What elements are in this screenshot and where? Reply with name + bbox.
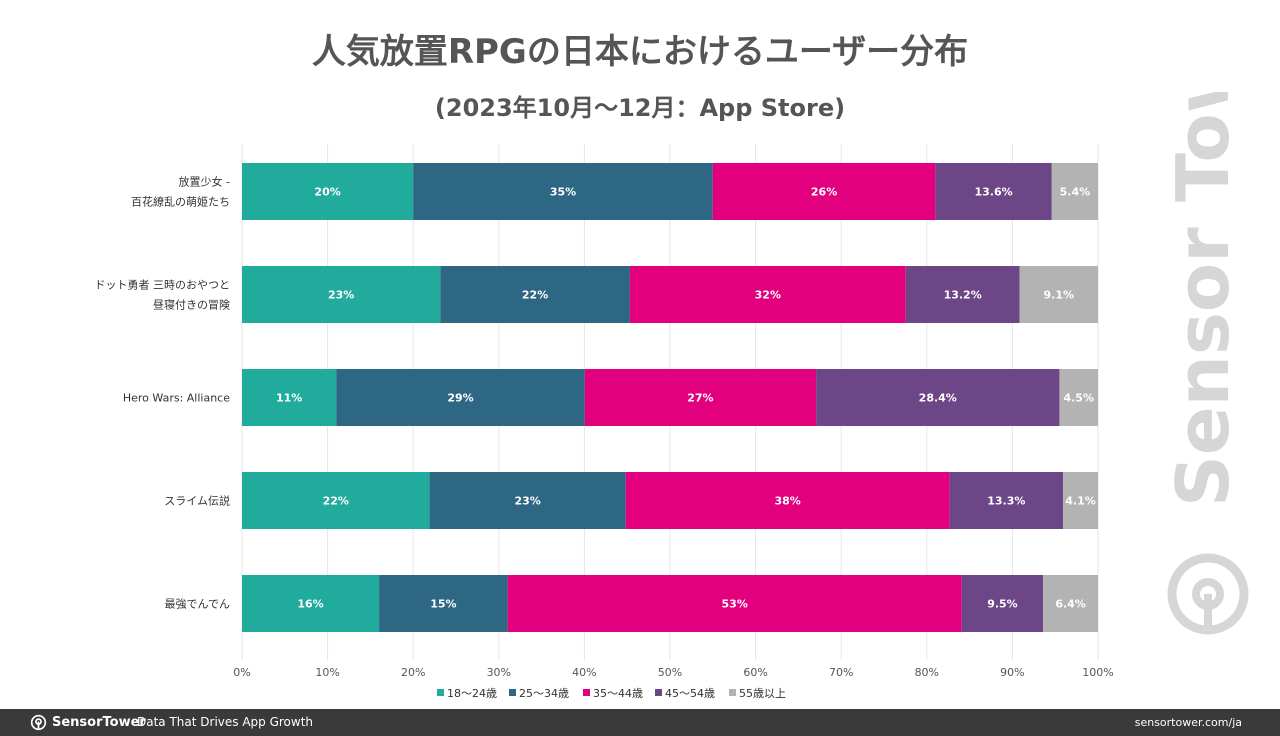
x-tick-label: 60% bbox=[743, 666, 767, 679]
bar-segment[interactable] bbox=[1019, 266, 1098, 323]
x-tick-label: 10% bbox=[315, 666, 339, 679]
data-label: 16% bbox=[297, 598, 323, 611]
data-label: 23% bbox=[328, 289, 354, 302]
sensor-tower-logo-icon bbox=[30, 714, 47, 731]
bar-segment[interactable] bbox=[816, 369, 1060, 426]
bar-segment[interactable] bbox=[242, 472, 430, 529]
data-label: 13.2% bbox=[944, 289, 982, 302]
data-label: 35% bbox=[550, 186, 576, 199]
data-label: 22% bbox=[522, 289, 548, 302]
category-label: ドット勇者 三時のおやつと bbox=[95, 279, 231, 292]
chart-subtitle: (2023年10月～12月：App Store) bbox=[434, 94, 846, 122]
legend-label: 35～44歳 bbox=[593, 687, 643, 700]
data-label: 11% bbox=[276, 392, 302, 405]
footer-tagline: Data That Drives App Growth bbox=[137, 715, 314, 729]
legend-label: 25～34歳 bbox=[519, 687, 569, 700]
bar-segment[interactable] bbox=[336, 369, 585, 426]
chart-title: 人気放置RPGの日本におけるユーザー分布 bbox=[311, 32, 969, 72]
x-tick-label: 20% bbox=[401, 666, 425, 679]
legend-swatch bbox=[437, 689, 444, 696]
category-label: 昼寝付きの冒険 bbox=[153, 298, 230, 312]
data-label: 9.1% bbox=[1044, 289, 1075, 302]
x-tick-label: 50% bbox=[658, 666, 682, 679]
x-tick-label: 90% bbox=[1000, 666, 1024, 679]
legend-label: 55歳以上 bbox=[739, 687, 786, 700]
bar-segment[interactable] bbox=[507, 575, 962, 632]
data-label: 20% bbox=[314, 186, 340, 199]
category-label: Hero Wars: Alliance bbox=[123, 392, 230, 405]
x-tick-label: 0% bbox=[233, 666, 250, 679]
bars bbox=[242, 163, 1098, 632]
bar-segment[interactable] bbox=[429, 472, 626, 529]
bar-segment[interactable] bbox=[413, 163, 713, 220]
bar-segment[interactable] bbox=[712, 163, 936, 220]
bar-segment[interactable] bbox=[961, 575, 1044, 632]
data-label: 15% bbox=[430, 598, 456, 611]
x-tick-label: 30% bbox=[487, 666, 511, 679]
bar-segment[interactable] bbox=[242, 369, 337, 426]
legend-swatch bbox=[583, 689, 590, 696]
legend-label: 18～24歳 bbox=[447, 687, 497, 700]
data-label: 29% bbox=[447, 392, 473, 405]
data-label: 23% bbox=[514, 495, 540, 508]
bar-segment[interactable] bbox=[242, 575, 380, 632]
bar-segment[interactable] bbox=[242, 163, 414, 220]
data-label: 28.4% bbox=[919, 392, 957, 405]
category-label: スライム伝説 bbox=[164, 494, 230, 508]
x-tick-label: 40% bbox=[572, 666, 596, 679]
data-label: 13.6% bbox=[974, 186, 1012, 199]
data-label: 53% bbox=[722, 598, 748, 611]
legend-swatch bbox=[655, 689, 662, 696]
data-label: 4.5% bbox=[1063, 392, 1094, 405]
bar-segment[interactable] bbox=[1051, 163, 1098, 220]
bar-segment[interactable] bbox=[629, 266, 906, 323]
bar-segment[interactable] bbox=[242, 266, 441, 323]
category-label: 最強でんでん bbox=[165, 598, 230, 611]
footer-logo[interactable]: SensorTower bbox=[30, 714, 146, 731]
x-tick-label: 100% bbox=[1082, 666, 1113, 679]
data-label: 6.4% bbox=[1055, 598, 1086, 611]
data-label: 9.5% bbox=[987, 598, 1018, 611]
data-label: 26% bbox=[811, 186, 837, 199]
bar-segment[interactable] bbox=[1043, 575, 1098, 632]
data-label: 32% bbox=[755, 289, 781, 302]
bar-segment[interactable] bbox=[584, 369, 817, 426]
bar-segment[interactable] bbox=[949, 472, 1064, 529]
bar-segment[interactable] bbox=[935, 163, 1052, 220]
data-label: 5.4% bbox=[1060, 186, 1091, 199]
x-tick-label: 70% bbox=[829, 666, 853, 679]
data-label: 27% bbox=[687, 392, 713, 405]
category-label: 放置少女 - bbox=[179, 175, 230, 189]
data-label: 22% bbox=[323, 495, 349, 508]
footer-bar: SensorTower Data That Drives App Growth … bbox=[0, 709, 1280, 736]
bar-segment[interactable] bbox=[440, 266, 630, 323]
footer-brand: SensorTower bbox=[52, 715, 146, 730]
bar-segment[interactable] bbox=[1063, 472, 1098, 529]
bar-segment[interactable] bbox=[625, 472, 950, 529]
bar-segment[interactable] bbox=[1059, 369, 1098, 426]
data-label: 13.3% bbox=[987, 495, 1025, 508]
watermark-text: Sensor Tower bbox=[1164, 92, 1245, 507]
legend-swatch bbox=[729, 689, 736, 696]
bar-segment[interactable] bbox=[379, 575, 508, 632]
watermark-logo-icon bbox=[1167, 553, 1249, 635]
bar-segment[interactable] bbox=[905, 266, 1020, 323]
legend: 18～24歳 25～34歳 35～44歳 45～54歳 55歳以上 bbox=[437, 687, 786, 700]
sensor-tower-watermark: Sensor Tower bbox=[1164, 92, 1249, 635]
data-label: 38% bbox=[774, 495, 800, 508]
legend-label: 45～54歳 bbox=[665, 687, 715, 700]
category-label: 百花繚乱の萌姫たち bbox=[131, 195, 230, 209]
x-tick-label: 80% bbox=[915, 666, 939, 679]
data-label: 4.1% bbox=[1065, 495, 1096, 508]
footer-url[interactable]: sensortower.com/ja bbox=[1134, 716, 1242, 729]
stacked-bar-chart: 20% 35% 26% 13.6% 5.4% 23% 22% 32% 13.2% 9.1% 11% 2… bbox=[95, 144, 1114, 700]
legend-swatch bbox=[509, 689, 516, 696]
x-axis-ticks: 0% 10% 20% 30% 40% 50% 60% 70% 80% 90% 100% bbox=[233, 666, 1113, 679]
data-labels: 20% 35% 26% 13.6% 5.4% 23% 22% 32% 13.2% 9.1% 11% 2… bbox=[276, 186, 1096, 611]
